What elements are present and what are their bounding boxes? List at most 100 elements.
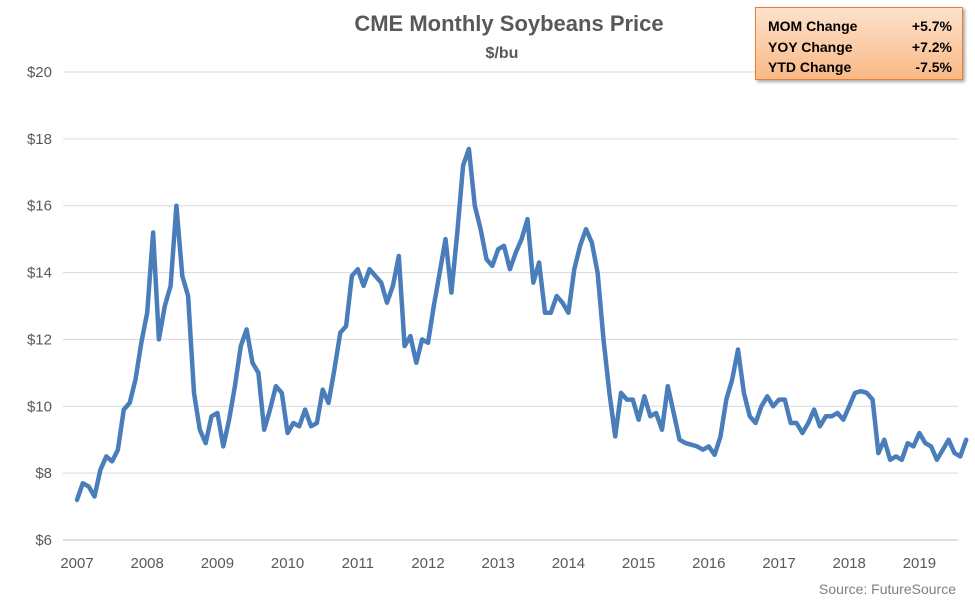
x-tick-label: 2015 (622, 555, 655, 572)
data-point (257, 372, 259, 374)
data-point (76, 499, 78, 501)
data-point (445, 238, 446, 240)
data-point (369, 268, 370, 270)
x-tick-label: 2018 (833, 555, 866, 572)
data-point (661, 429, 663, 431)
data-point (252, 362, 253, 364)
data-point (655, 412, 657, 414)
data-point (848, 405, 850, 407)
data-point (608, 392, 610, 394)
data-point (877, 452, 879, 454)
data-point (930, 445, 932, 447)
data-point (234, 385, 236, 387)
data-point (503, 245, 505, 247)
x-tick-label: 2019 (903, 555, 936, 572)
data-point (421, 338, 423, 340)
data-point (854, 392, 856, 394)
ytd-change-value: -7.5% (915, 59, 952, 75)
data-point (521, 238, 523, 240)
data-point (269, 409, 271, 411)
x-axis-tick-labels: 2007 2008 2009 2010 2011 2012 2013 2014 2015 2016… (60, 555, 936, 572)
data-point (573, 268, 575, 270)
data-point (918, 432, 920, 434)
data-point (474, 205, 476, 207)
data-point (392, 285, 394, 287)
y-tick-label: $10 (27, 398, 52, 415)
data-point (468, 148, 470, 150)
x-tick-label: 2007 (60, 555, 93, 572)
data-point (216, 412, 218, 414)
data-point (415, 362, 417, 364)
data-point (790, 422, 792, 424)
data-point (292, 422, 294, 424)
data-point (597, 272, 599, 274)
data-point (386, 302, 388, 304)
data-point (708, 445, 710, 447)
data-point (181, 275, 183, 277)
data-point (94, 496, 95, 497)
data-point (339, 332, 341, 334)
data-point (965, 439, 967, 441)
x-tick-label: 2008 (131, 555, 164, 572)
data-point (667, 385, 669, 387)
data-point (228, 419, 230, 421)
y-tick-label: $16 (27, 198, 52, 215)
data-point (527, 218, 528, 220)
y-tick-label: $8 (35, 465, 52, 482)
data-point (357, 268, 359, 270)
data-point (164, 305, 166, 307)
data-point (603, 338, 604, 340)
data-point (825, 415, 827, 417)
data-point (895, 455, 897, 457)
data-point (550, 312, 552, 314)
data-point (620, 392, 622, 394)
data-point (679, 439, 680, 441)
data-point (737, 349, 739, 350)
data-point (801, 432, 803, 434)
data-point (450, 292, 452, 294)
y-tick-label: $18 (27, 131, 52, 148)
data-point (942, 449, 944, 451)
data-point (538, 262, 540, 263)
data-point (486, 258, 487, 260)
data-point (638, 419, 640, 421)
data-point (246, 328, 248, 330)
data-point (936, 459, 938, 461)
data-point (439, 272, 441, 274)
price-line (74, 146, 969, 503)
data-point (222, 445, 224, 447)
data-point (556, 295, 558, 297)
ytd-change-row: YTD Change -7.5% (768, 57, 952, 78)
data-point (158, 338, 160, 340)
data-point (954, 452, 955, 454)
data-point (187, 295, 189, 297)
data-point (240, 345, 242, 347)
data-point (152, 232, 154, 233)
x-tick-label: 2017 (762, 555, 795, 572)
data-point (860, 390, 862, 392)
data-point (889, 459, 891, 461)
data-point (111, 460, 113, 462)
data-point (632, 399, 634, 401)
data-point (175, 205, 177, 207)
data-point (515, 252, 517, 253)
data-point (263, 429, 265, 431)
data-point (322, 389, 324, 391)
data-point (509, 268, 511, 270)
data-point (831, 415, 833, 417)
y-tick-label: $14 (27, 265, 52, 282)
x-tick-label: 2010 (271, 555, 304, 572)
data-point (749, 415, 751, 417)
data-point (731, 379, 733, 380)
data-point (310, 425, 312, 427)
ytd-change-label: YTD Change (768, 59, 852, 75)
data-point (591, 242, 593, 243)
data-point (784, 399, 786, 401)
data-point (316, 422, 318, 424)
data-point (409, 335, 411, 337)
data-point (796, 422, 797, 424)
data-point (614, 435, 616, 437)
data-point (959, 455, 961, 457)
data-point (720, 435, 721, 437)
data-point (766, 395, 768, 397)
